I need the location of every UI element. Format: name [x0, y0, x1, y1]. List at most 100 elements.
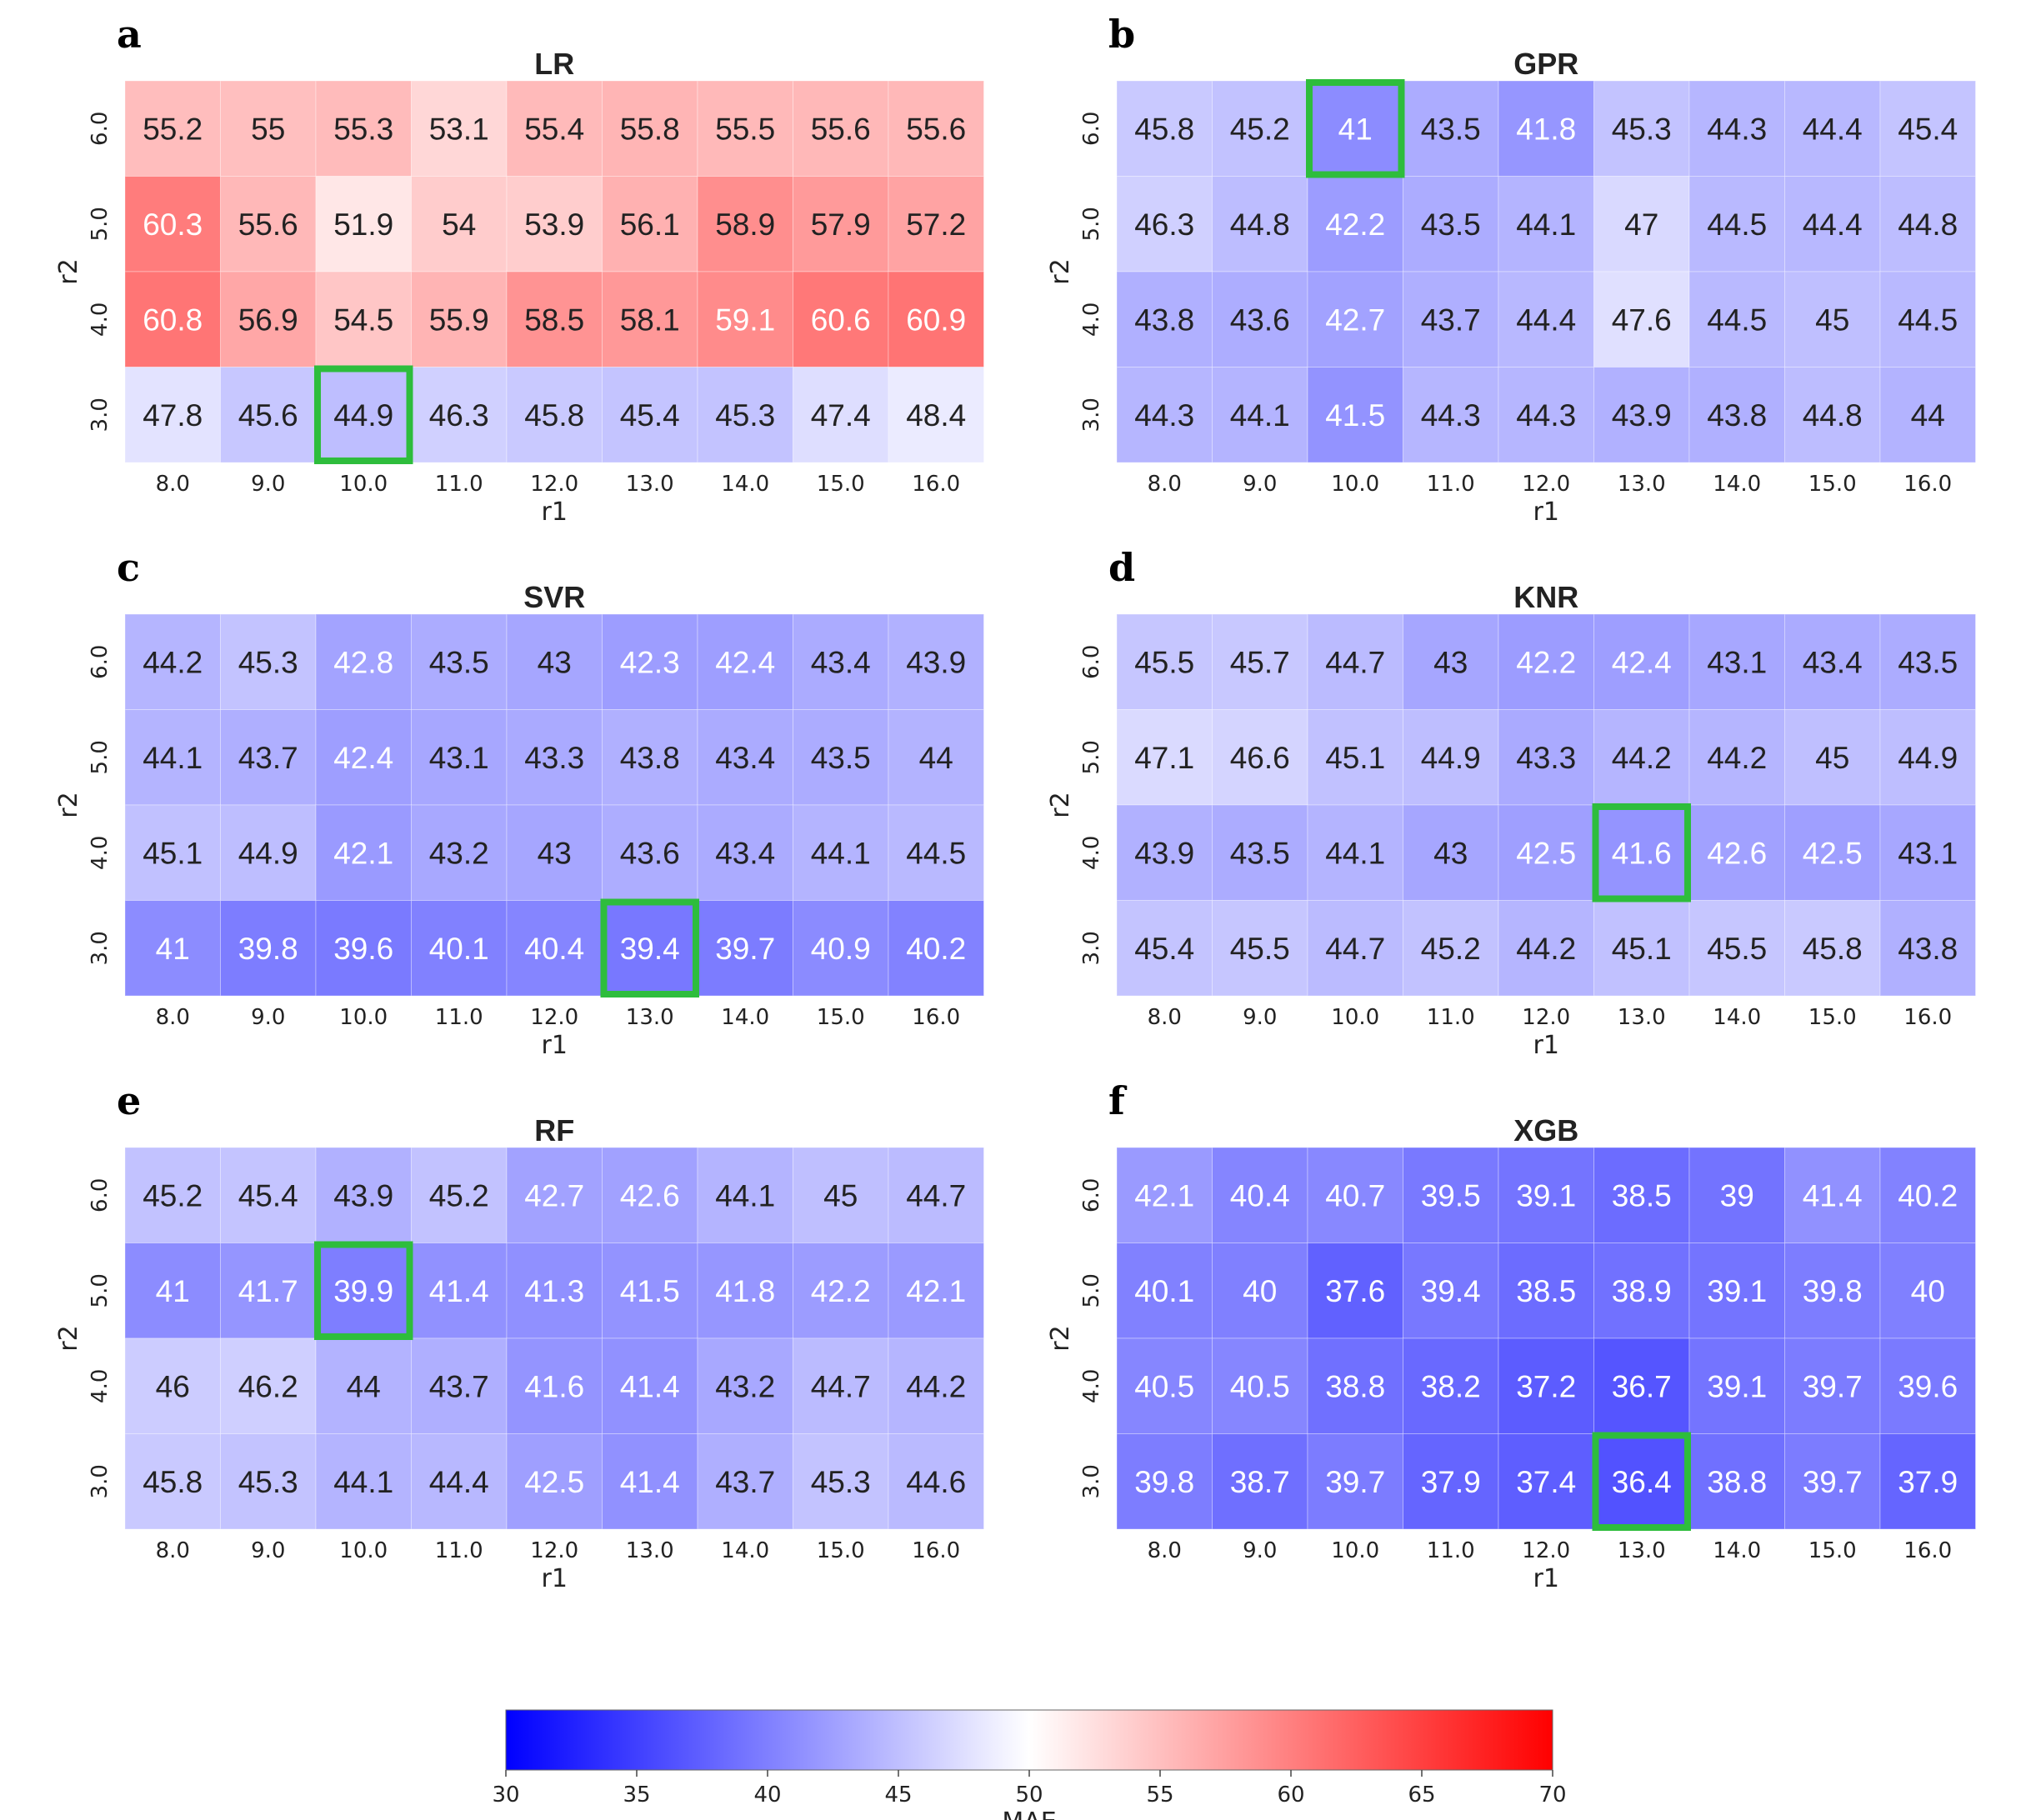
heatmap-cell	[1498, 271, 1594, 368]
heatmap-cell	[506, 1338, 603, 1434]
y-axis-label: r2	[54, 792, 83, 818]
cell-value-label: 44.1	[1325, 836, 1385, 870]
cell-value-label: 43.5	[1898, 645, 1958, 679]
heatmap-panel-e: e RF 45.2 45.4 43.9 45.2 42.7 42.6 44.1 45 44.7 41 4…	[54, 1078, 984, 1593]
cell-value-label: 44	[1911, 398, 1945, 432]
cell-value-label: 55.6	[238, 208, 298, 242]
heatmap-cell	[1784, 1433, 1881, 1530]
x-tick-label: 13.0	[1618, 472, 1666, 497]
heatmap-cell	[220, 80, 317, 177]
cell-value-label: 46	[156, 1369, 190, 1403]
x-tick-label: 13.0	[626, 1005, 674, 1030]
heatmap-cell	[1116, 367, 1213, 463]
cell-value-label: 54.5	[333, 302, 393, 337]
heatmap-panel-c: c SVR 44.2 45.3 42.8 43.5 43 42.3 42.4 43.4 43.9 44…	[54, 545, 984, 1060]
cell-value-label: 43.3	[524, 741, 584, 775]
cell-value-label: 39.1	[1707, 1369, 1767, 1403]
cell-value-label: 45.8	[1134, 112, 1194, 146]
cell-value-label: 40.7	[1325, 1178, 1385, 1212]
cell-value-label: 38.2	[1421, 1369, 1481, 1403]
heatmap-cell	[1593, 900, 1690, 997]
heatmap-cell	[220, 367, 317, 463]
x-axis-label: r1	[542, 498, 568, 527]
cell-value-label: 60.3	[143, 208, 203, 242]
best-cell-highlight	[1592, 803, 1691, 902]
cell-value-label: 41.6	[1612, 836, 1672, 870]
cell-value-label: 41.4	[620, 1369, 680, 1403]
panel-title: SVR	[523, 580, 585, 614]
cell-value-label: 44.7	[811, 1369, 871, 1403]
cell-value-label: 43.5	[1421, 112, 1481, 146]
heatmap-cell	[124, 176, 221, 272]
cell-value-label: 55.5	[715, 112, 775, 146]
cell-value-label: 43.5	[1421, 208, 1481, 242]
heatmap-cell	[1403, 367, 1499, 463]
cell-value-label: 44.2	[1707, 741, 1767, 775]
cell-value-label: 36.7	[1612, 1369, 1672, 1403]
y-tick-label: 6.0	[88, 645, 113, 679]
heatmap-cell	[220, 900, 317, 997]
x-tick-label: 14.0	[721, 1538, 769, 1563]
x-tick-label: 15.0	[1808, 1538, 1857, 1563]
heatmap-cell	[697, 613, 793, 710]
heatmap-cell	[1879, 1338, 1976, 1434]
cell-value-label: 41.7	[238, 1274, 298, 1308]
heatmap-cell	[1879, 613, 1976, 710]
heatmap-cell	[1688, 613, 1785, 710]
heatmap-cell	[1403, 613, 1499, 710]
heatmap-cell	[1403, 80, 1499, 177]
cell-value-label: 41.8	[1516, 112, 1576, 146]
cell-value-label: 44.2	[143, 645, 203, 679]
cell-value-label: 44.2	[1612, 741, 1672, 775]
cell-value-label: 44.1	[1230, 398, 1290, 432]
heatmap-cell	[1307, 367, 1403, 463]
heatmap-cell	[1593, 613, 1690, 710]
cell-value-label: 44.3	[1707, 112, 1767, 146]
cell-value-label: 45.2	[429, 1178, 489, 1212]
heatmap-cell	[1498, 804, 1594, 901]
heatmap-cell	[1212, 80, 1308, 177]
cell-value-label: 39.4	[620, 932, 680, 966]
cell-value-label: 37.6	[1325, 1274, 1385, 1308]
cell-value-label: 39.7	[1803, 1465, 1863, 1499]
heatmap-cell	[1879, 804, 1976, 901]
x-tick-label: 10.0	[1331, 1538, 1379, 1563]
cell-value-label: 44.1	[811, 836, 871, 870]
heatmap-cell	[602, 1147, 698, 1243]
heatmap-cell	[124, 1147, 221, 1243]
heatmap-cell	[411, 271, 508, 368]
cell-value-label: 55.9	[429, 302, 489, 337]
heatmap-cell	[888, 1433, 984, 1530]
x-tick-label: 15.0	[817, 1538, 865, 1563]
x-axis-label: r1	[1533, 1031, 1559, 1060]
x-tick-label: 9.0	[251, 472, 285, 497]
cell-value-label: 44.9	[1898, 741, 1958, 775]
cell-value-label: 45.3	[811, 1465, 871, 1499]
cell-value-label: 43.8	[1898, 932, 1958, 966]
cell-value-label: 55.6	[811, 112, 871, 146]
heatmap-cell	[1498, 1242, 1594, 1339]
cell-value-label: 37.4	[1516, 1465, 1576, 1499]
cell-value-label: 44.1	[715, 1178, 775, 1212]
cell-value-label: 45.4	[1898, 112, 1958, 146]
cell-value-label: 59.1	[715, 302, 775, 337]
heatmap-cell	[888, 709, 984, 806]
heatmap-cell	[1307, 900, 1403, 997]
cell-value-label: 42.6	[1707, 836, 1767, 870]
cell-value-label: 41.4	[1803, 1178, 1863, 1212]
y-tick-label: 5.0	[1079, 207, 1104, 241]
cell-value-label: 44.5	[1707, 302, 1767, 337]
cell-value-label: 45.2	[1230, 112, 1290, 146]
x-tick-label: 11.0	[435, 472, 483, 497]
cell-value-label: 43.1	[429, 741, 489, 775]
y-tick-label: 3.0	[88, 1464, 113, 1498]
heatmap-cell	[1784, 367, 1881, 463]
heatmap-cell	[315, 1433, 412, 1530]
heatmap-cell	[1212, 1242, 1308, 1339]
heatmap-cell	[1307, 176, 1403, 272]
heatmap-cell	[602, 613, 698, 710]
cell-value-label: 45.8	[143, 1465, 203, 1499]
heatmap-cell	[793, 1147, 889, 1243]
cell-value-label: 44.7	[1325, 932, 1385, 966]
cell-value-label: 39.6	[1898, 1369, 1958, 1403]
